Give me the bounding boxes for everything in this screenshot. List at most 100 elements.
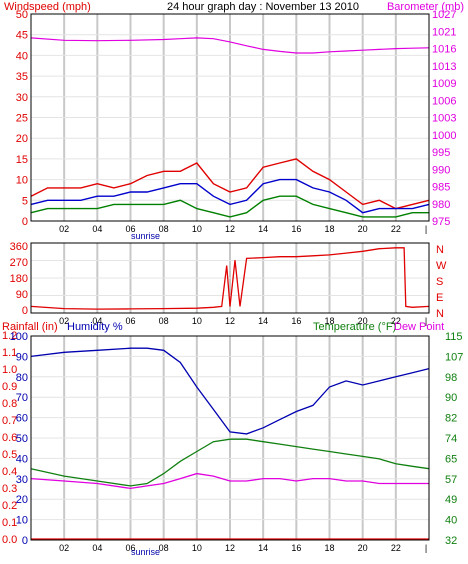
temperature-tick: 82 — [445, 413, 457, 425]
windspeed-tick: 15 — [16, 154, 28, 166]
x-tick-label: 10 — [192, 316, 202, 326]
temperature-tick: 32 — [445, 535, 457, 547]
barometer-tick: 975 — [432, 216, 450, 228]
x-tick-label: 22 — [391, 316, 401, 326]
wind-plot-frame — [30, 13, 430, 222]
barometer-tick-labels: 975 980 985 990 995 1000 1003 1006 1009 1013 1016 1… — [432, 9, 456, 228]
rainfall-tick: 1.1 — [2, 347, 17, 359]
humidity-tick: 40 — [16, 453, 28, 465]
temperature-tick: 40 — [445, 515, 457, 527]
direction-grid — [31, 243, 429, 313]
temperature-tick: 57 — [445, 474, 457, 486]
x-tick-label: 12 — [225, 543, 235, 553]
rainfall-tick: 0.7 — [2, 415, 17, 427]
rainfall-tick: 0.3 — [2, 483, 17, 495]
temperature-tick: 90 — [445, 392, 457, 404]
windspeed-tick: 5 — [22, 195, 28, 207]
temperature-tick-labels: 32 40 49 57 65 74 82 90 98 107 115 — [445, 331, 463, 547]
x-tick-label: 08 — [159, 224, 169, 234]
x-tick-label: 18 — [324, 224, 334, 234]
rainfall-tick: 0.1 — [2, 517, 17, 529]
wind-grid — [31, 14, 429, 221]
x-tick-label: 08 — [159, 316, 169, 326]
x-tick-label: | — [425, 316, 427, 326]
rainfall-axis-label: Rainfall (in) — [2, 321, 58, 333]
humidity-tick: 100 — [10, 331, 28, 343]
rainfall-tick: 0.0 — [2, 534, 17, 546]
humidity-grid — [31, 336, 429, 540]
rainfall-tick: 0.5 — [2, 449, 17, 461]
rainfall-tick: 0.4 — [2, 466, 17, 478]
x-tick-label: 14 — [258, 543, 268, 553]
humidity-temperature-panel: Rainfall (in) Humidity % Temperature (°F… — [2, 321, 463, 557]
windspeed-tick: 40 — [16, 50, 28, 62]
humidity-temperature-series — [30, 347, 430, 540]
windspeed-tick: 45 — [16, 30, 28, 42]
barometer-axis-label: Barometer (mb) — [387, 1, 464, 13]
x-tick-label: 12 — [225, 316, 235, 326]
x-tick-label: 18 — [324, 543, 334, 553]
x-tick-label: 20 — [358, 316, 368, 326]
humidity-time-tick-labels: 02 04 06 08 10 12 14 16 18 20 22 | — [59, 543, 427, 553]
direction-degree-tick: 360 — [10, 241, 28, 253]
barometer-tick: 1027 — [432, 9, 456, 21]
direction-degree-tick: 90 — [16, 289, 28, 301]
barometer-tick: 1003 — [432, 113, 456, 125]
x-tick-label: 06 — [125, 224, 135, 234]
direction-compass-tick: E — [436, 292, 443, 304]
direction-degree-tick: 0 — [22, 305, 28, 317]
barometer-tick: 990 — [432, 164, 450, 176]
direction-time-tick-labels: 02 04 06 08 10 12 14 16 18 20 22 | — [59, 316, 427, 326]
direction-degree-tick: 180 — [10, 273, 28, 285]
direction-plot-frame — [30, 242, 430, 314]
wind-barometer-panel: Windspeed (mph) 24 hour graph day : Nove… — [4, 1, 464, 241]
barometer-tick: 985 — [432, 182, 450, 194]
series-humidity-line — [30, 347, 430, 435]
windspeed-tick: 30 — [16, 92, 28, 104]
x-tick-label: 10 — [192, 543, 202, 553]
x-tick-label: 14 — [258, 224, 268, 234]
rainfall-tick: 1.2 — [2, 330, 17, 342]
barometer-tick: 1006 — [432, 95, 456, 107]
x-tick-label: 22 — [391, 224, 401, 234]
humidity-tick: 80 — [16, 372, 28, 384]
x-tick-label: 20 — [358, 543, 368, 553]
x-tick-label: 10 — [192, 224, 202, 234]
humidity-tick: 30 — [16, 474, 28, 486]
windspeed-axis-label: Windspeed (mph) — [4, 1, 91, 13]
series-temperature-line — [30, 438, 430, 487]
windspeed-tick: 20 — [16, 133, 28, 145]
x-tick-label: 02 — [59, 224, 69, 234]
barometer-tick: 1021 — [432, 26, 456, 38]
x-tick-label: 02 — [59, 543, 69, 553]
rainfall-tick: 0.6 — [2, 432, 17, 444]
wind-sunrise-label: sunrise — [131, 231, 160, 241]
barometer-tick: 1013 — [432, 61, 456, 73]
direction-series — [30, 247, 430, 310]
x-tick-label: 12 — [225, 224, 235, 234]
x-tick-label: 22 — [391, 543, 401, 553]
temperature-tick: 115 — [445, 331, 463, 343]
humidity-tick-labels: 0 10 20 30 40 50 60 70 80 90 100 — [10, 331, 28, 547]
x-tick-label: 02 — [59, 316, 69, 326]
humidity-tick: 50 — [16, 433, 28, 445]
dewpoint-axis-label: Dew Point — [394, 321, 444, 333]
direction-degree-labels: 0 90 180 270 360 — [10, 241, 28, 317]
x-tick-label: 06 — [125, 543, 135, 553]
x-tick-label: 06 — [125, 316, 135, 326]
humidity-sunrise-label: sunrise — [131, 547, 160, 557]
windspeed-tick-labels: 0 5 10 15 20 25 30 35 40 45 50 — [16, 9, 28, 228]
barometer-tick: 1000 — [432, 130, 456, 142]
temperature-tick: 98 — [445, 372, 457, 384]
x-tick-label: 16 — [291, 543, 301, 553]
x-tick-label: 18 — [324, 316, 334, 326]
temperature-tick: 65 — [445, 453, 457, 465]
x-tick-label: 04 — [92, 316, 102, 326]
rainfall-tick: 0.2 — [2, 500, 17, 512]
x-tick-label: | — [425, 224, 427, 234]
wind-chart-title: 24 hour graph day : November 13 2010 — [167, 1, 359, 13]
direction-compass-tick: S — [436, 276, 443, 288]
